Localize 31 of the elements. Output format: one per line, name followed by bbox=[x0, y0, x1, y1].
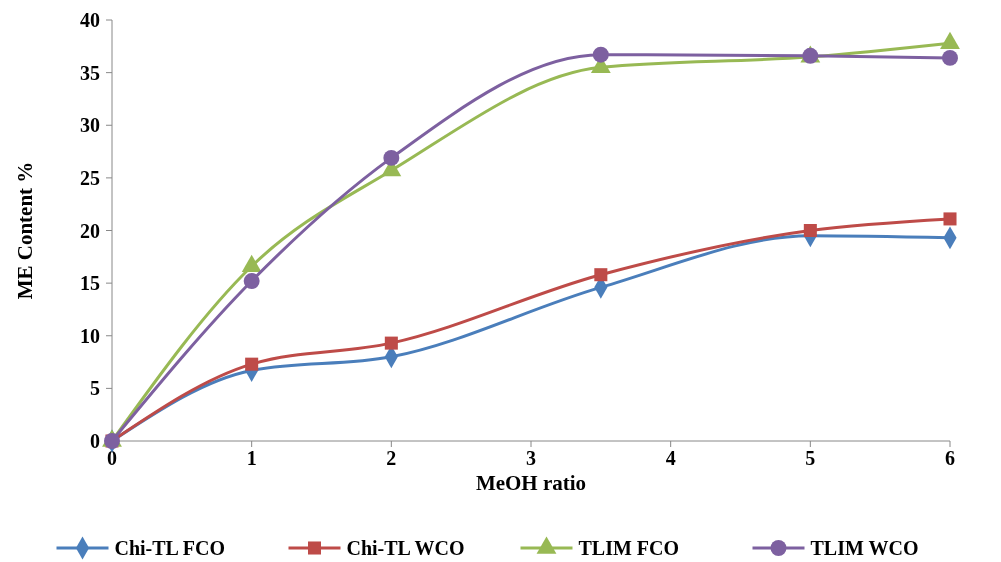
x-axis-title: MeOH ratio bbox=[475, 471, 587, 495]
y-tick-label: 35 bbox=[80, 61, 100, 84]
x-tick-label: 6 bbox=[945, 447, 955, 469]
x-tick-label: 3 bbox=[526, 447, 536, 469]
y-tick-label: 15 bbox=[80, 272, 100, 295]
legend-label: TLIM WCO bbox=[810, 537, 919, 559]
point bbox=[943, 212, 957, 226]
x-tick-label: 0 bbox=[107, 447, 117, 469]
y-tick-label: 30 bbox=[80, 114, 100, 137]
point bbox=[384, 336, 398, 350]
point bbox=[383, 149, 400, 166]
point bbox=[594, 268, 608, 282]
point bbox=[592, 46, 609, 63]
legend-label: Chi-TL WCO bbox=[346, 537, 465, 559]
y-tick-label: 10 bbox=[80, 324, 100, 347]
x-tick-label: 1 bbox=[246, 447, 257, 469]
point bbox=[942, 49, 958, 66]
legend-label: Chi-TL FCO bbox=[114, 537, 226, 559]
legend-label: TLIM FCO bbox=[578, 537, 680, 559]
x-tick-label: 5 bbox=[805, 447, 816, 469]
x-tick-label: 4 bbox=[665, 447, 676, 469]
y-tick-label: 40 bbox=[80, 9, 100, 31]
y-tick-label: 20 bbox=[80, 219, 100, 242]
point bbox=[245, 357, 259, 371]
y-tick-label: 0 bbox=[90, 430, 100, 452]
x-tick-label: 2 bbox=[386, 447, 397, 469]
point bbox=[803, 223, 817, 238]
y-tick-label: 25 bbox=[80, 166, 100, 189]
y-tick-label: 5 bbox=[90, 377, 100, 400]
y-axis-title: ME Content % bbox=[13, 161, 37, 300]
point bbox=[243, 273, 260, 289]
